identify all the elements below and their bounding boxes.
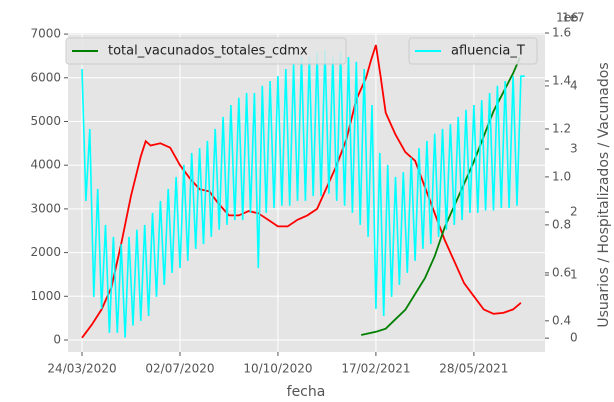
y-tick-label: 3000 xyxy=(30,201,61,215)
x-tick-label: 02/07/2020 xyxy=(145,362,214,376)
offset-label: 1e6 xyxy=(556,11,579,25)
y-tick-label: 1.6 xyxy=(552,26,571,40)
legend-label: afluencia_T xyxy=(451,44,525,59)
y-tick-label: 5000 xyxy=(30,114,61,128)
y-tick-label: 0.8 xyxy=(552,217,571,231)
y-tick-label: 2000 xyxy=(30,245,61,259)
x-axis-label: fecha xyxy=(287,384,326,400)
y-tick-label: 0.4 xyxy=(552,313,571,327)
x-tick-label: 24/03/2020 xyxy=(47,362,116,376)
y-tick-label: 7000 xyxy=(30,27,61,41)
y-tick-label: 4 xyxy=(570,78,578,92)
line xyxy=(81,49,525,338)
y-tick-label: 1 xyxy=(570,268,578,282)
y-tick-label: 1.2 xyxy=(552,121,571,135)
y-tick-label: 3 xyxy=(570,142,578,156)
y-tick-label: 1000 xyxy=(30,289,61,303)
y-tick-label: 4000 xyxy=(30,158,61,172)
line xyxy=(81,44,522,339)
legend-label: total_vacunados_totales_cdmx xyxy=(108,44,308,59)
y-tick-label: 0 xyxy=(53,332,61,346)
x-tick-label: 17/02/2021 xyxy=(341,362,410,376)
x-tick-label: 28/05/2021 xyxy=(439,362,508,376)
legend-box xyxy=(65,37,347,65)
y-tick-label: 0.6 xyxy=(552,265,571,279)
y-tick-label: 1.4 xyxy=(552,73,571,87)
y-tick-label: 1.0 xyxy=(552,169,571,183)
y-tick-label: 6000 xyxy=(30,70,61,84)
y-tick-label: 0 xyxy=(570,331,578,345)
y-tick-label: 2 xyxy=(570,205,578,219)
legend-box xyxy=(408,37,538,65)
y-axis-label: Usuarios / Hospitalizados / Vacunados xyxy=(596,62,612,327)
offset-label: 1e7 xyxy=(562,11,585,25)
x-tick-label: 10/10/2020 xyxy=(243,362,312,376)
